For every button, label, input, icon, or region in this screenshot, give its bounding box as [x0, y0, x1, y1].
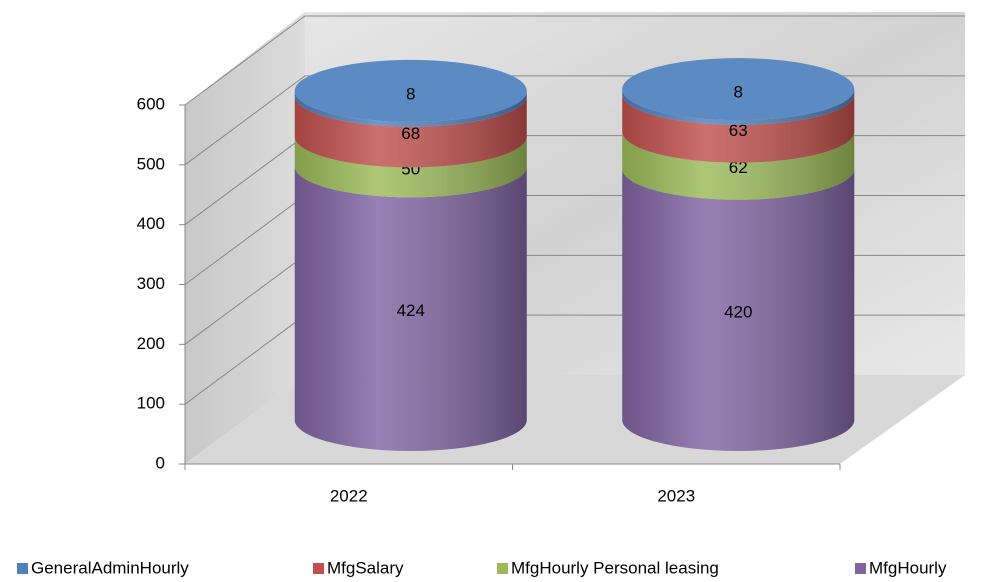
cylinder-top-shade — [622, 58, 855, 121]
cylinder-top — [622, 58, 855, 121]
legend-swatch — [855, 563, 866, 574]
x-tick-label: 2022 — [330, 486, 368, 505]
cylinder-shade — [622, 168, 855, 451]
cylinder-shade — [294, 136, 527, 198]
legend: GeneralAdminHourly MfgSalary MfgHourly Per… — [17, 558, 947, 577]
legend-label: MfgHourly Personal leasing — [511, 558, 719, 577]
y-tick-label: 100 — [137, 394, 165, 413]
data-label: 63 — [729, 121, 748, 140]
legend-swatch — [313, 563, 324, 574]
y-tick-label: 200 — [137, 334, 165, 353]
x-tick-label: 2023 — [657, 486, 695, 505]
data-label: 424 — [397, 301, 425, 320]
data-label: 8 — [734, 83, 743, 102]
data-label: 62 — [729, 158, 748, 177]
data-label: 420 — [724, 302, 752, 321]
grid-line — [184, 15, 965, 106]
cylinder-shade — [294, 166, 527, 451]
legend-label: MfgHourly — [869, 558, 947, 577]
cylinder-shade — [622, 131, 855, 200]
side-wall — [185, 12, 305, 464]
data-label: 8 — [406, 84, 415, 103]
cylinder-top-shade — [294, 59, 527, 122]
cylinder-top — [294, 59, 527, 122]
y-tick-label: 400 — [137, 214, 165, 233]
cylinder-shade — [622, 93, 855, 163]
y-tick-label: 600 — [137, 94, 165, 113]
y-tick-label: 500 — [137, 154, 165, 173]
legend-label: GeneralAdminHourly — [31, 558, 189, 577]
y-tick-label: 300 — [137, 274, 165, 293]
legend-swatch — [497, 563, 508, 574]
cylinder-shade — [294, 95, 527, 168]
legend-label: MfgSalary — [327, 558, 404, 577]
y-tick-label: 0 — [156, 453, 165, 472]
axes: 0 100 200 300 400 500 600 2022 2023 — [137, 94, 841, 505]
legend-swatch — [17, 563, 28, 574]
data-label: 68 — [401, 124, 420, 143]
